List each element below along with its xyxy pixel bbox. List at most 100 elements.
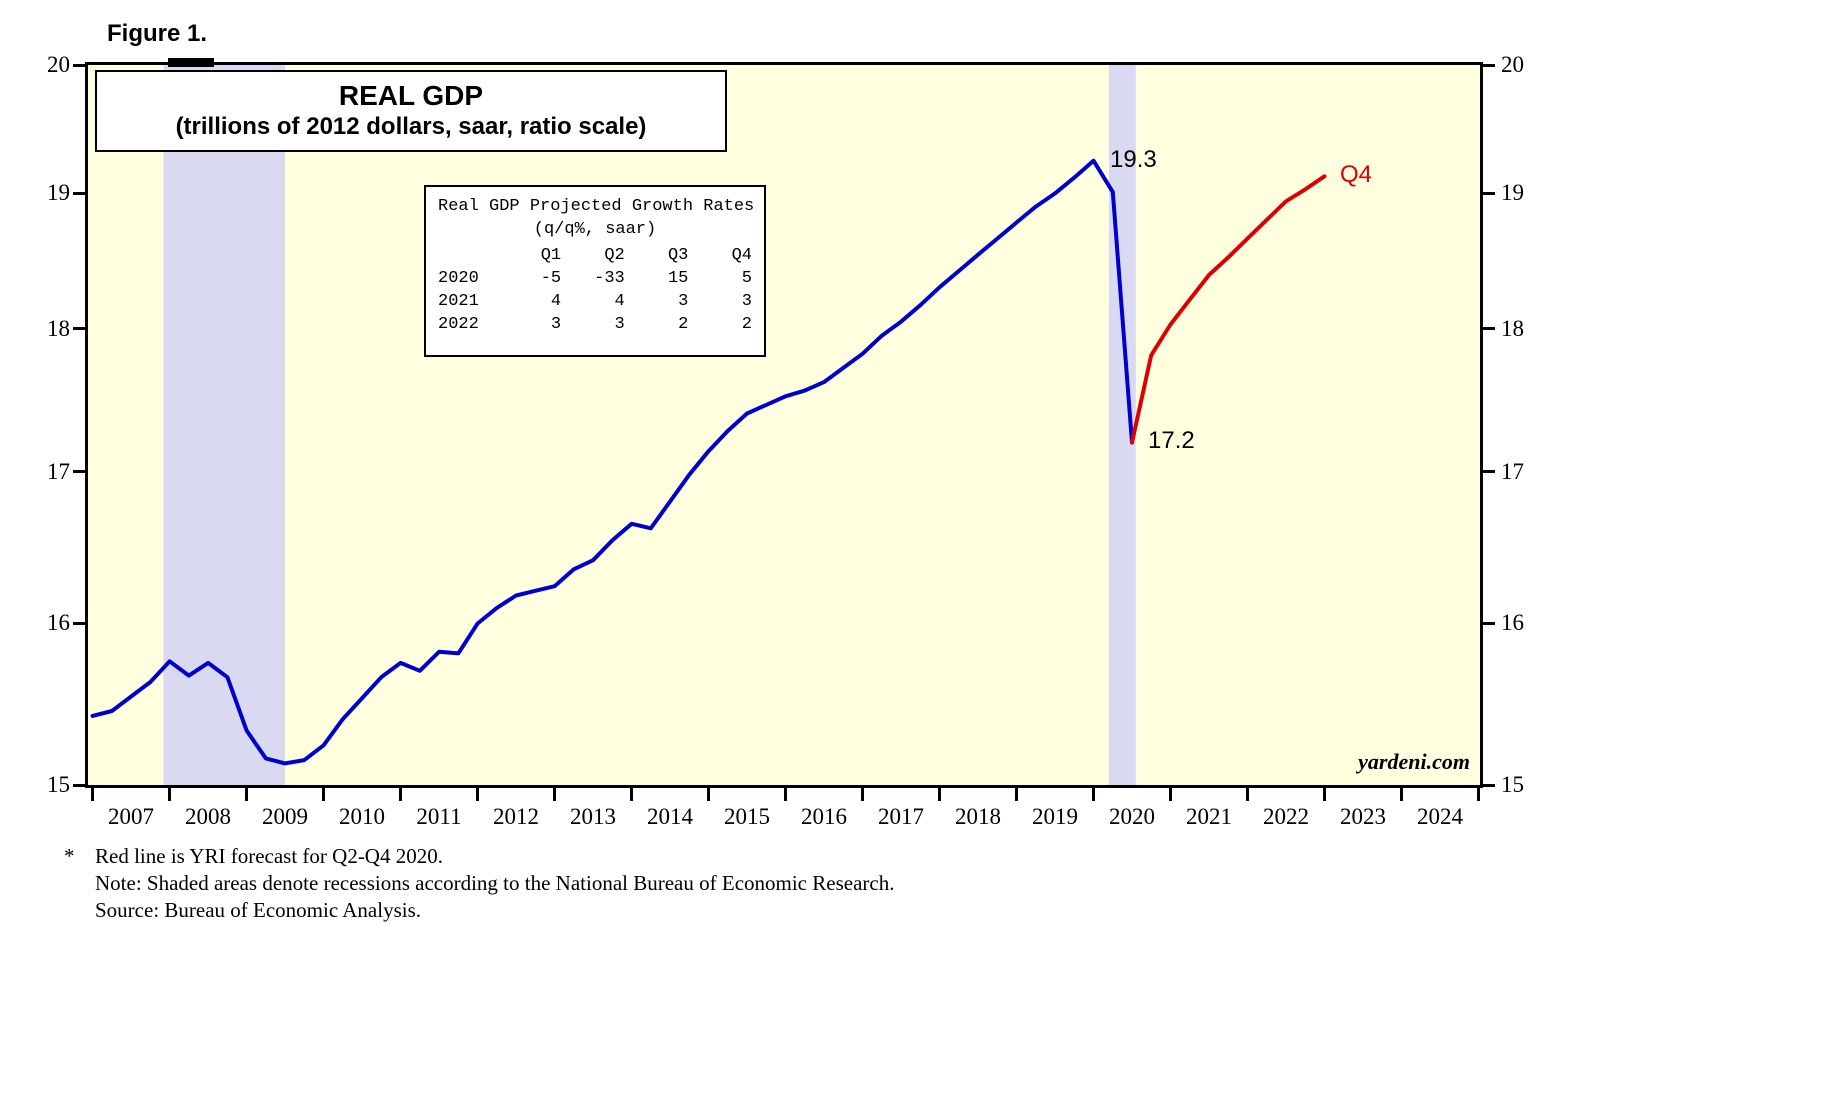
x-axis-tick <box>1323 788 1326 801</box>
y-axis-label-right: 18 <box>1501 316 1524 341</box>
growth-table-value: 2 <box>678 315 689 334</box>
real-gdp-actual-line <box>90 158 1134 766</box>
growth-table-value: 3 <box>614 315 625 334</box>
growth-table-year: 2022 <box>438 315 479 334</box>
x-axis-label: 2017 <box>878 804 924 829</box>
y-axis-tick-left <box>73 64 85 67</box>
y-axis-label-right: 20 <box>1501 52 1524 77</box>
x-axis-tick <box>1400 788 1403 801</box>
x-axis-tick <box>1169 788 1172 801</box>
x-axis-tick <box>476 788 479 801</box>
footnote-note: Note: Shaded areas denote recessions acc… <box>95 871 895 895</box>
x-axis-tick <box>1477 788 1480 801</box>
x-axis-tick <box>630 788 633 801</box>
x-axis-label: 2015 <box>724 804 770 829</box>
x-axis-tick <box>553 788 556 801</box>
x-axis-label: 2021 <box>1186 804 1232 829</box>
watermark: yardeni.com <box>1358 749 1470 774</box>
y-axis-label-left: 15 <box>47 772 70 797</box>
y-axis-tick-right <box>1483 622 1495 625</box>
x-axis-label: 2007 <box>108 804 154 829</box>
growth-table-column-header: Q1 <box>540 246 562 265</box>
y-axis-label-right: 17 <box>1501 459 1524 484</box>
growth-table-value: 3 <box>550 315 562 334</box>
growth-table-row: 2022 3 3 2 2 <box>438 313 752 336</box>
x-axis-label: 2020 <box>1109 804 1155 829</box>
x-axis-label: 2022 <box>1263 804 1309 829</box>
x-axis-tick <box>322 788 325 801</box>
x-axis-label: 2010 <box>339 804 385 829</box>
x-axis-tick <box>91 788 94 801</box>
y-axis-tick-left <box>73 622 85 625</box>
growth-rates-table: Real GDP Projected Growth Rates (q/q%, s… <box>424 185 766 357</box>
growth-table-value: 3 <box>741 292 752 311</box>
growth-table-year: 2021 <box>438 292 479 311</box>
x-axis-label: 2023 <box>1340 804 1386 829</box>
growth-table-value: 2 <box>741 315 752 334</box>
figure-label: Figure 1. <box>107 20 208 47</box>
chart-title: REAL GDP <box>338 80 484 111</box>
x-axis-label: 2019 <box>1032 804 1078 829</box>
x-axis-tick <box>861 788 864 801</box>
x-axis-tick <box>245 788 248 801</box>
trough-value-label: 17.2 <box>1148 427 1195 454</box>
y-axis-label-left: 16 <box>47 610 70 635</box>
x-axis-tick <box>1015 788 1018 801</box>
footnote-forecast: * Red line is YRI forecast for Q2-Q4 2020… <box>64 843 443 869</box>
footnote-asterisk: * <box>64 844 75 868</box>
y-axis-label-left: 19 <box>47 180 70 205</box>
growth-table-subtitle: (q/q%, saar) <box>533 220 657 239</box>
y-axis-label-right: 19 <box>1501 180 1524 205</box>
y-axis-tick-left <box>73 192 85 195</box>
gdp-line-chart <box>90 65 1327 785</box>
growth-table-value: 4 <box>550 292 562 311</box>
growth-table-year: 2020 <box>438 269 479 288</box>
top-border-mark <box>168 58 214 67</box>
growth-table-value: -33 <box>594 269 625 288</box>
growth-table-value: 3 <box>678 292 689 311</box>
forecast-end-label: Q4 <box>1340 161 1373 188</box>
chart-subtitle: (trillions of 2012 dollars, saar, ratio … <box>175 113 647 140</box>
y-axis-label-right: 16 <box>1501 610 1524 635</box>
peak-value-label: 19.3 <box>1110 146 1157 173</box>
x-axis-tick <box>168 788 171 801</box>
y-axis-label-left: 18 <box>47 316 70 341</box>
y-axis-tick-right <box>1483 470 1495 473</box>
growth-table-value: 15 <box>667 269 689 288</box>
growth-table-header: Q1 Q2 Q3 Q4 <box>438 244 752 267</box>
growth-table-row: 2020 -5 -33 15 5 <box>438 267 752 290</box>
x-axis-tick <box>707 788 710 801</box>
footnote-source: Source: Bureau of Economic Analysis. <box>95 898 422 922</box>
x-axis-label: 2011 <box>416 804 462 829</box>
chart-title-box: REAL GDP (trillions of 2012 dollars, saa… <box>95 70 727 152</box>
x-axis-label: 2009 <box>262 804 308 829</box>
x-axis-label: 2024 <box>1417 804 1463 829</box>
x-axis-label: 2008 <box>185 804 231 829</box>
y-axis-tick-right <box>1483 327 1495 330</box>
y-axis-tick-left <box>73 470 85 473</box>
x-axis-tick <box>784 788 787 801</box>
x-axis-tick <box>938 788 941 801</box>
y-axis-label-right: 15 <box>1501 772 1524 797</box>
x-axis-label: 2018 <box>955 804 1001 829</box>
y-axis-label-left: 20 <box>47 52 70 77</box>
x-axis-label: 2016 <box>801 804 847 829</box>
growth-table-value: 4 <box>614 292 625 311</box>
recession-band <box>163 65 286 785</box>
y-axis-tick-right <box>1483 784 1495 787</box>
growth-table-title: Real GDP Projected Growth Rates <box>438 197 755 216</box>
x-axis-label: 2012 <box>493 804 539 829</box>
x-axis-label: 2014 <box>647 804 693 829</box>
growth-table-column-header: Q4 <box>731 246 752 265</box>
y-axis-label-left: 17 <box>47 459 70 484</box>
growth-table-grid: Q1 Q2 Q3 Q4 2020 -5 -33 15 5 2021 4 4 3 3 2022 3 3 2 2 <box>438 244 752 336</box>
yri-forecast-line <box>1130 174 1327 445</box>
chart-plot-area: REAL GDP (trillions of 2012 dollars, saa… <box>85 62 1483 788</box>
y-axis-tick-left <box>73 327 85 330</box>
x-axis-tick <box>1092 788 1095 801</box>
y-axis-tick-right <box>1483 64 1495 67</box>
x-axis-label: 2013 <box>570 804 616 829</box>
y-axis-tick-left <box>73 784 85 787</box>
x-axis-tick <box>399 788 402 801</box>
growth-table-column-header: Q2 <box>604 246 625 265</box>
